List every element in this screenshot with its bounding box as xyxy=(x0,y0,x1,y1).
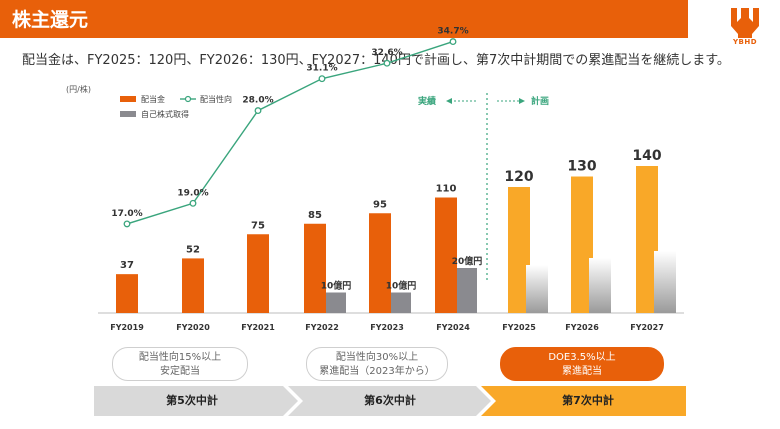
x-tick-label: FY2019 xyxy=(110,323,144,332)
page-title: 株主還元 xyxy=(12,9,89,31)
actual-label: 実績 xyxy=(418,95,436,107)
unit-label: (円/株) xyxy=(66,84,91,94)
dividend-value-label: 85 xyxy=(308,210,322,221)
dividend-value-label: 140 xyxy=(632,148,661,164)
x-tick-label: FY2023 xyxy=(370,323,404,332)
payout-ratio-point xyxy=(318,75,326,83)
dividend-bar-FY2025 xyxy=(508,187,530,313)
payout-ratio-label: 28.0% xyxy=(242,96,273,106)
payout-ratio-point xyxy=(189,199,197,207)
policy-pill-7th: DOE3.5%以上 累進配当 xyxy=(500,347,664,381)
dividend-bar-FY2027 xyxy=(636,166,658,313)
dividend-bar-FY2022 xyxy=(304,223,326,313)
buyback-bar-FY2022 xyxy=(326,292,346,313)
payout-ratio-label: 31.1% xyxy=(306,64,337,74)
buyback-value-label: 10億円 xyxy=(321,280,352,292)
payout-ratio-label: 32.6% xyxy=(371,48,402,58)
x-tick-label: FY2026 xyxy=(565,323,599,332)
legend-label-dividend: 配当金 xyxy=(141,94,165,104)
dividend-bar-FY2023 xyxy=(369,213,391,313)
x-tick-label: FY2021 xyxy=(241,323,275,332)
dividend-bar-FY2019 xyxy=(116,274,138,313)
plan-label: 計画 xyxy=(531,95,549,107)
payout-ratio-point xyxy=(254,107,262,115)
policy-pill-line1: 配当性向15%以上 xyxy=(138,352,222,363)
policy-pill-line2: 累進配当（2023年から） xyxy=(319,366,435,377)
dividend-bar-FY2021 xyxy=(247,234,269,313)
buyback-plan-bar xyxy=(589,258,611,313)
ybhd-logo-icon xyxy=(731,8,759,38)
payout-ratio-label: 34.7% xyxy=(437,27,468,37)
title-bar: 株主還元 xyxy=(0,0,688,38)
legend-marker-payout xyxy=(184,95,192,103)
policy-pill-line2: 安定配当 xyxy=(160,366,200,377)
buyback-plan-bar xyxy=(526,265,548,313)
phase-arrow-5th xyxy=(94,386,298,416)
dividend-value-label: 52 xyxy=(186,244,200,255)
policy-pill-line1: 配当性向30%以上 xyxy=(335,352,419,363)
x-tick-label: FY2024 xyxy=(436,323,470,332)
dividend-bar-FY2026 xyxy=(571,176,593,313)
legend-swatch-dividend xyxy=(120,96,136,102)
buyback-bar-FY2024 xyxy=(457,268,477,313)
payout-ratio-label: 19.0% xyxy=(177,188,208,198)
dividend-value-label: 120 xyxy=(504,169,533,185)
dividend-value-label: 130 xyxy=(567,159,596,175)
phase-label-6th: 第6次中計 xyxy=(364,394,416,407)
dividend-value-label: 75 xyxy=(251,220,265,231)
phase-label-7th: 第7次中計 xyxy=(562,394,614,407)
x-tick-label: FY2020 xyxy=(176,323,210,332)
buyback-value-label: 20億円 xyxy=(452,255,483,267)
policy-pill-line2: 累進配当 xyxy=(562,366,602,377)
policy-pill-6th: 配当性向30%以上 累進配当（2023年から） xyxy=(306,347,448,381)
logo-text: YBHD xyxy=(732,38,758,46)
payout-ratio-label: 17.0% xyxy=(111,209,142,219)
legend-swatch-buyback xyxy=(120,111,136,117)
dividend-bar-FY2020 xyxy=(182,258,204,313)
legend-label-buyback: 自己株式取得 xyxy=(141,109,189,119)
dividend-value-label: 37 xyxy=(120,260,134,271)
phase-arrow-6th xyxy=(288,386,491,416)
payout-ratio-point xyxy=(383,59,391,67)
payout-ratio-point xyxy=(123,220,131,228)
buyback-bar-FY2023 xyxy=(391,292,411,313)
x-tick-label: FY2022 xyxy=(305,323,339,332)
buyback-value-label: 10億円 xyxy=(386,280,417,292)
phase-label-5th: 第5次中計 xyxy=(166,394,218,407)
dividend-bar-FY2024 xyxy=(435,197,457,313)
x-tick-label: FY2025 xyxy=(502,323,536,332)
phase-arrow-7th xyxy=(481,386,686,416)
payout-ratio-line xyxy=(126,40,454,225)
policy-pill-line1: DOE3.5%以上 xyxy=(548,352,616,363)
dividend-value-label: 110 xyxy=(436,184,457,195)
x-tick-label: FY2027 xyxy=(630,323,664,332)
buyback-plan-bar xyxy=(654,251,676,313)
dividend-value-label: 95 xyxy=(373,199,387,210)
legend-label-payout: 配当性向 xyxy=(200,94,232,104)
subtitle: 配当金は、FY2025：120円、FY2026：130円、FY2027：140円… xyxy=(22,53,730,68)
payout-ratio-point xyxy=(449,38,457,46)
policy-pill-5th: 配当性向15%以上 安定配当 xyxy=(112,347,248,381)
